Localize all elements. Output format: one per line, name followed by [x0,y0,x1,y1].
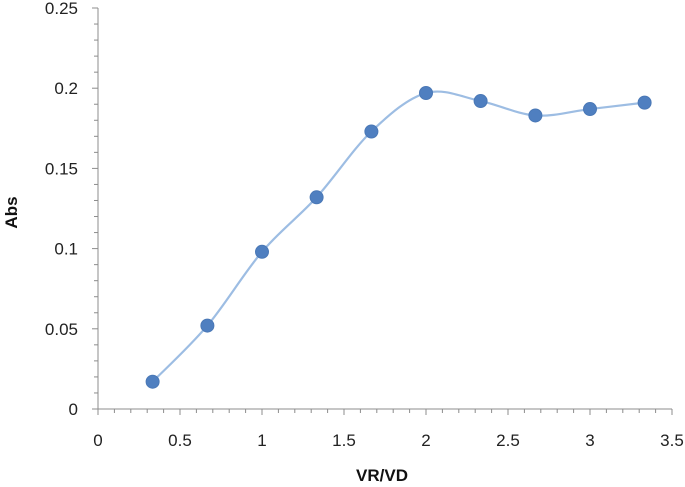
y-axis-title: Abs [2,196,21,228]
axes-layer: 0 0.05 0.1 0.15 0.2 0.25 0 0.5 1 1.5 2 2.5 3 3.5 [45,0,684,450]
series-points [145,86,652,389]
series-line [151,90,645,383]
data-point [200,318,215,333]
x-tick-label: 2 [421,431,430,450]
data-point [583,102,597,117]
data-point [364,124,379,139]
x-tick-label: 2.5 [496,431,520,450]
x-tick-label: 0 [93,431,102,450]
series-layer [145,86,652,389]
x-tick-label: 1 [257,431,266,450]
x-tick-label: 0.5 [168,431,192,450]
data-point [145,374,160,389]
y-tick-label: 0.15 [45,159,78,178]
y-tick-label: 0.1 [54,240,78,259]
y-tick-label: 0.2 [54,79,78,98]
y-ticks [92,7,98,410]
y-tick-labels: 0 0.05 0.1 0.15 0.2 0.25 [45,0,78,419]
data-point [473,94,488,109]
y-tick-label: 0 [69,400,78,419]
x-tick-labels: 0 0.5 1 1.5 2 2.5 3 3.5 [93,431,684,450]
data-point [255,244,269,259]
data-point [419,86,433,101]
data-point [528,108,543,123]
x-axis-title: VR/VD [356,466,408,485]
y-tick-label: 0.05 [45,320,78,339]
y-tick-label: 0.25 [45,0,78,18]
data-point [637,95,652,110]
x-tick-label: 3.5 [660,431,684,450]
x-tick-label: 1.5 [332,431,356,450]
x-tick-label: 3 [585,431,594,450]
x-ticks [97,409,673,415]
data-point [309,190,324,205]
